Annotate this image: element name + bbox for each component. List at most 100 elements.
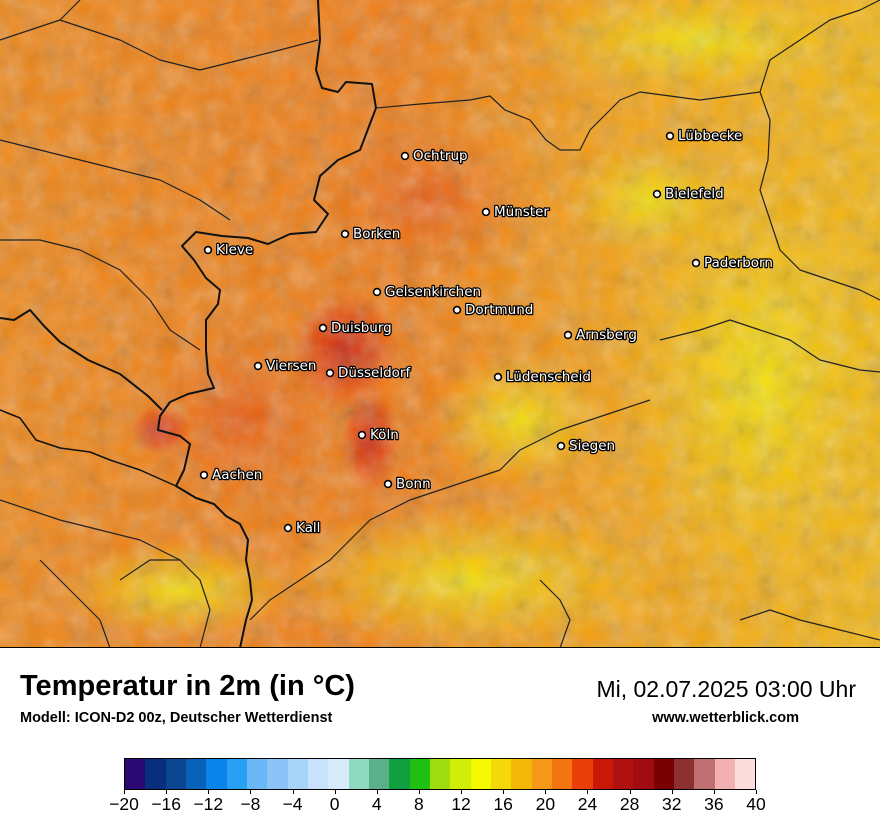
colorbar-segment xyxy=(592,759,613,789)
tick-label: 32 xyxy=(661,794,682,814)
city-label: Gelsenkirchen xyxy=(385,284,481,300)
colorbar-segment xyxy=(389,759,410,789)
model-subtitle: Modell: ICON-D2 00z, Deutscher Wetterdie… xyxy=(20,710,333,726)
tick-mark xyxy=(124,790,125,794)
city-dot xyxy=(400,151,410,161)
city-marker[interactable]: Duisburg xyxy=(318,319,393,337)
city-marker[interactable]: Dortmund xyxy=(452,301,535,319)
colorbar-segment xyxy=(673,759,695,789)
city-marker[interactable]: Kleve xyxy=(203,241,255,259)
city-marker[interactable]: Arnsberg xyxy=(563,326,638,344)
city-label: Kall xyxy=(296,520,320,536)
city-marker[interactable]: Lüdenscheid xyxy=(493,368,592,386)
tick-label: −12 xyxy=(193,794,224,814)
city-label: Siegen xyxy=(569,438,615,454)
tick-label: 28 xyxy=(619,794,640,814)
tick-mark xyxy=(671,790,673,794)
tick-mark xyxy=(334,790,336,794)
tick-mark xyxy=(250,790,252,794)
city-marker[interactable]: Bonn xyxy=(383,475,432,493)
city-marker[interactable]: Siegen xyxy=(556,437,616,455)
colorbar-segment xyxy=(734,759,756,789)
colorbar-segment xyxy=(368,759,390,789)
city-label: Arnsberg xyxy=(576,327,637,343)
colorbar-segment xyxy=(572,759,593,789)
tick-label: −8 xyxy=(240,794,261,814)
city-dot xyxy=(563,330,573,340)
colorbar-segment xyxy=(307,759,329,789)
tick-label: 4 xyxy=(371,794,382,814)
city-marker[interactable]: Bielefeld xyxy=(652,185,725,203)
tick-mark xyxy=(545,790,547,794)
colorbar-segment xyxy=(633,759,654,789)
city-marker[interactable]: Gelsenkirchen xyxy=(372,283,482,301)
city-dot xyxy=(199,470,209,480)
colorbar-segment xyxy=(328,759,349,789)
city-label: Duisburg xyxy=(331,320,392,336)
colorbar-segment xyxy=(490,759,512,789)
city-marker[interactable]: Düsseldorf xyxy=(325,364,413,382)
city-marker[interactable]: Borken xyxy=(340,225,402,243)
colorbar-segment xyxy=(551,759,573,789)
colorbar-segment xyxy=(125,759,146,789)
city-marker[interactable]: Viersen xyxy=(253,357,318,375)
tick-mark xyxy=(756,790,757,794)
tick-mark xyxy=(418,790,420,794)
city-dot xyxy=(481,207,491,217)
city-marker[interactable]: Paderborn xyxy=(691,254,774,272)
tick-mark xyxy=(292,790,294,794)
tick-mark xyxy=(376,790,378,794)
city-label: Kleve xyxy=(216,242,253,258)
city-dot xyxy=(253,361,263,371)
temperature-colorbar xyxy=(124,758,756,790)
city-dot xyxy=(203,245,213,255)
city-label: Paderborn xyxy=(704,255,773,271)
city-label: Lüdenscheid xyxy=(506,369,591,385)
colorbar-segment xyxy=(612,759,634,789)
tick-label: 20 xyxy=(535,794,556,814)
tick-mark xyxy=(166,790,168,794)
city-label: Münster xyxy=(494,204,549,220)
city-dot xyxy=(665,131,675,141)
colorbar-segment xyxy=(694,759,715,789)
city-markers: Lübbecke Ochtrup Bielefeld Münster Borken Kle… xyxy=(199,127,774,537)
city-label: Lübbecke xyxy=(678,128,742,144)
website-link[interactable]: www.wetterblick.com xyxy=(652,710,799,726)
city-marker[interactable]: Kall xyxy=(283,519,322,537)
city-marker[interactable]: Ochtrup xyxy=(400,147,469,165)
city-label: Ochtrup xyxy=(413,148,468,164)
city-dot xyxy=(691,258,701,268)
colorbar-segment xyxy=(450,759,471,789)
city-marker[interactable]: Münster xyxy=(481,203,551,221)
colorbar-segment xyxy=(470,759,491,789)
tick-label: −4 xyxy=(282,794,303,814)
tick-label: 12 xyxy=(451,794,471,814)
city-dot xyxy=(340,229,350,239)
colorbar-segment xyxy=(246,759,268,789)
tick-mark xyxy=(629,790,631,794)
city-marker[interactable]: Lübbecke xyxy=(665,127,744,145)
city-dot xyxy=(318,323,328,333)
city-dot xyxy=(493,372,503,382)
tick-label: 24 xyxy=(577,794,598,814)
city-marker[interactable]: Köln xyxy=(357,426,400,444)
tick-label: 8 xyxy=(414,794,424,814)
tick-label: 0 xyxy=(329,794,340,814)
map-texture xyxy=(0,0,880,647)
colorbar-segment xyxy=(429,759,451,789)
colorbar-segment xyxy=(348,759,369,789)
map-canvas: Lübbecke Ochtrup Bielefeld Münster Borken Kle… xyxy=(0,0,880,647)
city-marker[interactable]: Aachen xyxy=(199,466,264,484)
city-dot xyxy=(383,479,393,489)
tick-label: 16 xyxy=(493,794,513,814)
tick-mark xyxy=(208,790,210,794)
forecast-datetime: Mi, 02.07.2025 03:00 Uhr xyxy=(596,676,856,702)
colorbar-segment xyxy=(226,759,247,789)
colorbar-segment xyxy=(531,759,552,789)
colorbar-segment xyxy=(145,759,166,789)
colorbar-segment xyxy=(287,759,308,789)
tick-label: −20 xyxy=(109,794,139,814)
colorbar-segment xyxy=(511,759,532,789)
tick-label: 40 xyxy=(746,794,766,814)
temperature-map[interactable]: Lübbecke Ochtrup Bielefeld Münster Borken Kle… xyxy=(0,0,880,648)
